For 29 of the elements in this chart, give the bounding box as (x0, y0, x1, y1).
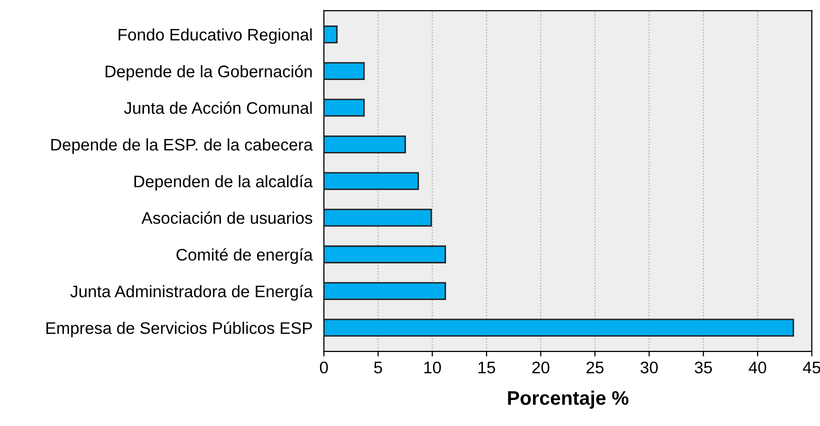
x-tick-label: 20 (532, 362, 550, 374)
x-tick-label: 15 (478, 362, 496, 374)
y-tick-label: Junta de Acción Comunal (124, 101, 312, 114)
bar (324, 25, 338, 44)
x-tick-label: 30 (640, 362, 658, 374)
y-tick-label: Comité de energía (176, 248, 313, 264)
x-tick-label: 35 (694, 362, 712, 374)
bar (324, 135, 406, 154)
bar (324, 62, 365, 80)
y-tick-label: Dependen de la alcaldía (134, 174, 313, 191)
y-tick-label: Fondo Educativo Regional (118, 28, 312, 44)
y-tick-label: Asociación de usuarios (141, 211, 312, 224)
x-tick-label: 0 (320, 362, 328, 374)
bar (324, 282, 446, 300)
x-tick-label: 10 (424, 362, 441, 374)
x-tick-label: 45 (802, 362, 820, 374)
x-tick-label: 5 (374, 362, 382, 374)
y-tick-label: Junta Administradora de Energía (70, 284, 313, 301)
bar (324, 318, 794, 337)
x-axis-title: Porcentaje % (508, 390, 628, 409)
bar (324, 208, 432, 227)
y-tick-label: Empresa de Servicios Públicos ESP (46, 322, 312, 338)
bar (324, 98, 365, 117)
y-tick-label: Depende de la ESP. de la cabecera (51, 138, 313, 154)
x-tick-label: 25 (586, 362, 604, 374)
bar (324, 245, 446, 264)
y-tick-label: Depende de la Gobernación (106, 64, 312, 81)
bar (324, 172, 419, 190)
x-tick-label: 40 (748, 362, 766, 374)
